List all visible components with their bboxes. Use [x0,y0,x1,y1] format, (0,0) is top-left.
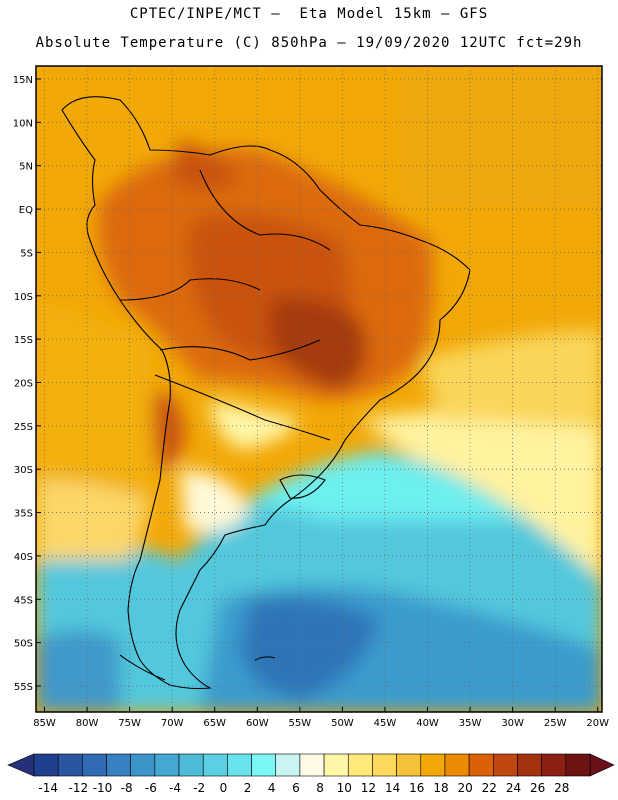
colorbar-label: -14 [38,781,58,795]
colorbar-label: 12 [361,781,376,795]
lat-tick-label: 40S [14,552,33,563]
colorbar-label: 20 [457,781,472,795]
lon-tick-label: 20W [586,718,609,729]
lon-tick-label: 65W [203,718,226,729]
colorbar-swatch [106,753,131,777]
lon-tick-label: 60W [246,718,269,729]
colorbar-swatch [251,753,277,777]
colorbar-label: 10 [337,781,352,795]
colorbar-swatch [33,753,59,777]
colorbar-label: 0 [220,781,228,795]
lon-tick-label: 25W [544,718,567,729]
lat-tick-label: 15S [14,335,33,346]
colorbar-max-arrow [589,753,615,777]
colorbar-label: -12 [69,781,89,795]
colorbar-swatch [154,753,180,777]
colorbar-swatch [396,753,422,777]
colorbar-swatch [517,753,542,777]
lon-tick-label: 45W [374,718,397,729]
lat-tick-label: EQ [19,205,33,216]
lon-tick-label: 55W [289,718,312,729]
colorbar-swatch [541,753,567,777]
map-title: CPTEC/INPE/MCT – Eta Model 15km – GFS [129,6,489,22]
colorbar-swatch [420,753,446,777]
lat-tick-label: 5S [20,248,33,259]
colorbar-swatch [299,753,325,777]
lat-tick-label: 10N [13,118,33,129]
colorbar-label: 18 [433,781,448,795]
colorbar-swatch [347,753,373,777]
lat-tick-label: 30S [14,465,33,476]
lon-tick-label: 40W [416,718,439,729]
colorbar-label: 14 [385,781,400,795]
colorbar-swatch [493,753,518,777]
colorbar-label: -2 [193,781,205,795]
colorbar-label: 24 [506,781,521,795]
colorbar-label: -4 [169,781,181,795]
temperature-field [36,66,602,712]
lon-tick-label: 75W [118,718,141,729]
lat-tick-label: 50S [14,639,33,650]
lon-tick-label: 80W [76,718,99,729]
colorbar-label: 6 [292,781,300,795]
lat-tick-label: 45S [14,595,33,606]
colorbar-label: 2 [244,781,252,795]
colorbar-label: 8 [316,781,324,795]
colorbar-label: 16 [409,781,424,795]
colorbar-label: -6 [145,781,157,795]
colorbar-swatch [372,753,397,777]
colorbar-swatch [130,753,156,777]
longitude-ticks: 85W 80W 75W 70W 65W 60W 55W 50W 45W 40W 35W 30W 25W 2… [33,707,609,729]
lon-tick-label: 50W [331,718,354,729]
map-subtitle: Absolute Temperature (C) 850hPa – 19/09/… [35,35,583,51]
lat-tick-label: 35S [14,509,33,520]
colorbar-swatch [227,753,252,777]
colorbar-label: 22 [482,781,497,795]
colorbar-label: 26 [530,781,545,795]
colorbar-swatch [82,753,107,777]
lon-tick-label: 85W [33,718,56,729]
colorbar-swatch [565,753,591,777]
colorbar-swatch [323,753,349,777]
lat-tick-label: 25S [14,422,33,433]
lat-tick-label: 15N [13,75,33,86]
colorbar-label: -10 [93,781,113,795]
lat-tick-label: 5N [19,162,33,173]
coastline [61,96,471,690]
lon-tick-label: 70W [161,718,184,729]
colorbar-label: -8 [121,781,133,795]
colorbar-swatch [178,753,204,777]
colorbar-label: 4 [268,781,276,795]
colorbar-label: 28 [554,781,569,795]
map-frame [35,65,603,713]
lon-tick-label: 35W [459,718,482,729]
colorbar-swatch [202,753,228,777]
lat-tick-label: 10S [14,292,33,303]
latitude-ticks: 15N 10N 5N EQ 5S 10S 15S 20S 25S 30S 35S 40S 45S 50S 5… [13,75,41,693]
lat-tick-label: 20S [14,378,33,389]
colorbar-min-arrow [7,753,35,777]
lat-tick-label: 55S [14,682,33,693]
colorbar-swatch [444,753,470,777]
lon-tick-label: 30W [501,718,524,729]
colorbar-swatch [468,753,494,777]
colorbar: -14 -12 -10 -8 -6 -4 -2 0 2 4 6 8 10 12 14 16 18 20 22 24 26… [7,753,615,795]
colorbar-swatch [57,753,83,777]
colorbar-swatch [275,753,301,777]
